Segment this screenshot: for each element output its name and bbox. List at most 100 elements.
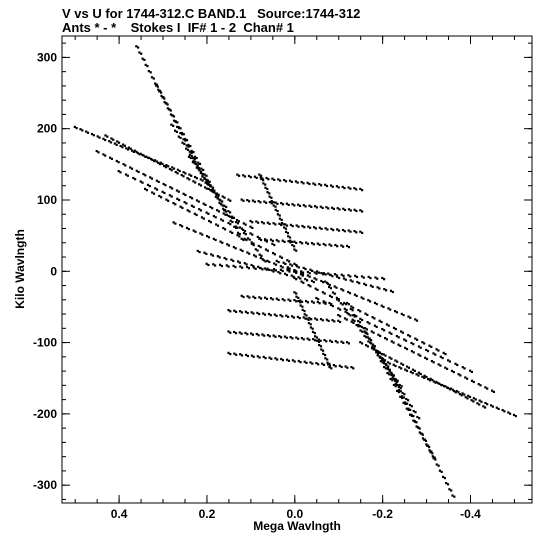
uv-point — [208, 180, 211, 183]
uv-point — [259, 267, 262, 270]
uv-point — [437, 382, 440, 385]
uv-point — [480, 400, 483, 403]
uv-point — [314, 205, 317, 208]
uv-point — [174, 222, 177, 225]
uv-point — [296, 315, 299, 318]
uv-point — [209, 184, 212, 187]
uv-point — [198, 183, 201, 186]
uv-point — [258, 173, 261, 176]
uv-point — [305, 361, 308, 364]
uv-point — [237, 220, 240, 223]
uv-point — [402, 363, 405, 366]
uv-point — [410, 350, 413, 353]
uv-point — [251, 233, 254, 236]
uv-point — [188, 153, 191, 156]
uv-point — [286, 266, 289, 269]
uv-point — [235, 221, 238, 224]
uv-point — [372, 331, 375, 334]
uv-point — [428, 379, 431, 382]
uv-point — [205, 252, 208, 255]
uv-point — [154, 84, 158, 87]
uv-point — [405, 407, 408, 410]
uv-point — [245, 353, 248, 356]
uv-point — [199, 209, 203, 212]
uv-point — [315, 336, 318, 339]
uv-point — [331, 305, 334, 308]
uv-point — [274, 205, 277, 208]
uv-point — [476, 402, 479, 405]
uv-point — [160, 91, 163, 94]
uv-point — [324, 273, 327, 276]
uv-point — [346, 366, 349, 369]
uv-point — [359, 209, 362, 212]
uv-point — [189, 156, 192, 160]
uv-point — [187, 228, 190, 231]
uv-point — [288, 270, 291, 273]
uv-point — [439, 364, 442, 367]
uv-point — [140, 52, 143, 55]
uv-point — [323, 339, 326, 342]
uv-point — [367, 275, 370, 278]
uv-point — [338, 208, 341, 211]
uv-point — [255, 176, 258, 179]
uv-point — [280, 202, 283, 205]
uv-point — [132, 176, 135, 180]
uv-point — [176, 121, 179, 124]
uv-point — [109, 141, 113, 144]
uv-point — [299, 277, 302, 280]
uv-point — [122, 163, 125, 166]
uv-point — [147, 70, 150, 73]
uv-point — [390, 332, 393, 335]
uv-point — [360, 296, 363, 299]
uv-point — [258, 253, 261, 256]
uv-point — [229, 211, 232, 214]
uv-point — [196, 164, 199, 167]
uv-point — [131, 149, 134, 152]
uv-point — [297, 276, 300, 279]
uv-point — [194, 175, 197, 179]
uv-point — [431, 452, 434, 455]
uv-point — [293, 248, 296, 251]
uv-point — [274, 223, 277, 226]
uv-point — [194, 230, 197, 233]
uv-point — [367, 299, 370, 302]
uv-point — [183, 201, 186, 204]
uv-point — [286, 358, 289, 361]
uv-point — [278, 335, 281, 338]
uv-point — [315, 296, 318, 300]
uv-point — [381, 361, 384, 364]
uv-point — [364, 312, 367, 315]
uv-point — [311, 269, 314, 272]
uv-point — [274, 269, 277, 272]
uv-point — [361, 330, 364, 333]
uv-point — [242, 199, 245, 202]
uv-point — [225, 258, 228, 261]
uv-point — [237, 260, 240, 263]
uv-point — [281, 269, 284, 273]
uv-point — [310, 318, 313, 321]
uv-point — [324, 227, 327, 230]
uv-point — [274, 263, 278, 266]
uv-point — [229, 310, 232, 313]
uv-point — [259, 256, 262, 260]
uv-point — [295, 241, 298, 244]
uv-point — [104, 134, 107, 137]
uv-point — [463, 367, 466, 370]
uv-point — [287, 235, 290, 238]
uv-point — [388, 368, 391, 371]
uv-point — [122, 143, 125, 146]
uv-point — [223, 256, 226, 260]
uv-point — [153, 160, 156, 163]
uv-point — [440, 470, 443, 473]
uv-point — [293, 204, 296, 207]
uv-point — [166, 103, 169, 106]
uv-point — [195, 166, 198, 169]
uv-point — [417, 353, 420, 356]
uv-point — [250, 242, 253, 245]
uv-point — [408, 403, 412, 407]
uv-point — [441, 356, 444, 360]
uv-point — [205, 211, 208, 214]
uv-point — [401, 396, 404, 400]
uv-point — [388, 370, 391, 373]
uv-point — [264, 183, 267, 186]
